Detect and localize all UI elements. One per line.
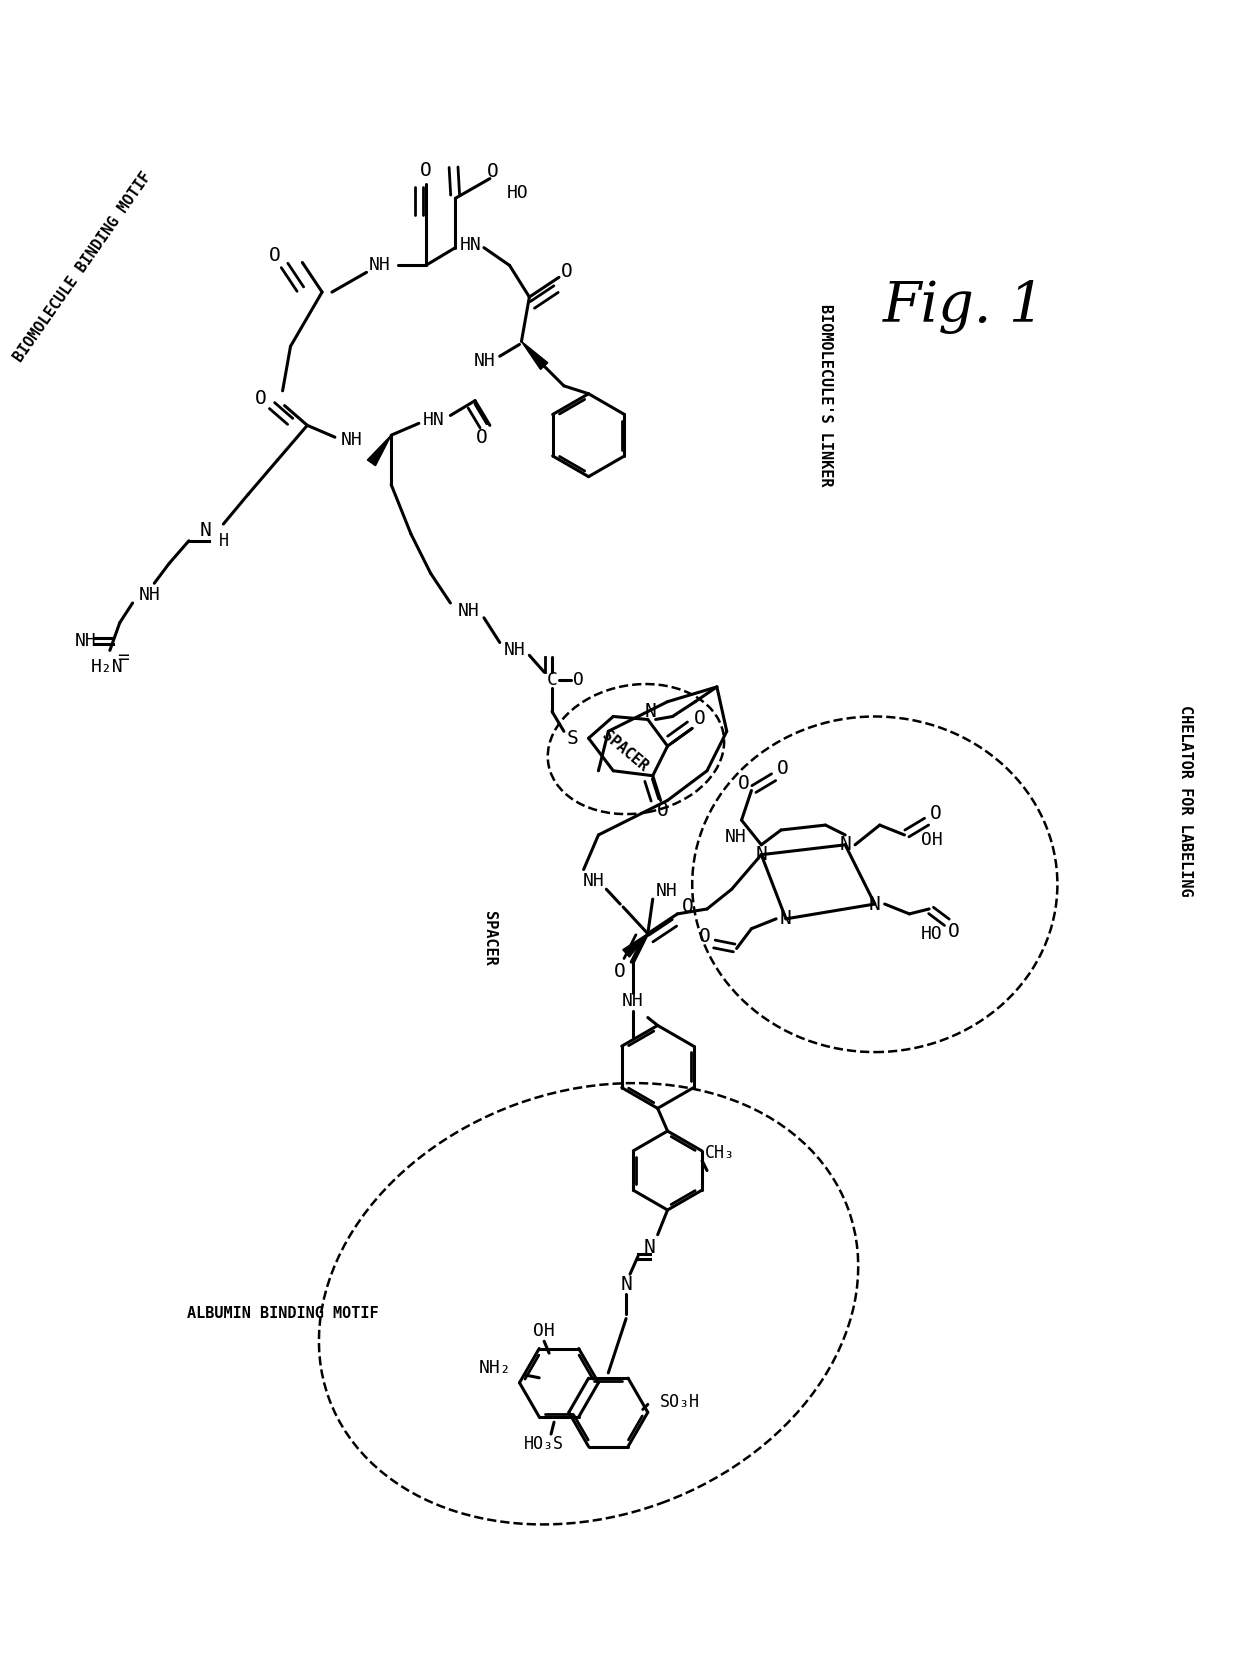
Text: O: O [476,427,487,447]
Text: BIOMOLECULE'S LINKER: BIOMOLECULE'S LINKER [818,304,833,487]
Text: NH: NH [458,601,479,620]
Text: HN: HN [423,412,444,430]
Text: NH: NH [74,631,95,649]
Text: O: O [777,759,789,779]
Text: O: O [657,801,668,821]
Text: O: O [682,897,693,917]
Text: CHELATOR FOR LABELING: CHELATOR FOR LABELING [1178,704,1193,897]
Text: N: N [620,1274,632,1294]
Text: O: O [573,671,584,689]
Text: O: O [269,246,280,266]
Text: O: O [614,962,626,980]
Text: OH: OH [921,830,942,849]
Text: C: C [547,671,558,689]
Text: H₂N: H₂N [91,658,123,676]
Text: N: N [780,909,792,928]
Text: HO: HO [921,925,942,943]
Text: N: N [869,895,880,914]
Text: NH: NH [368,256,391,274]
Text: =: = [117,648,129,666]
Text: CH₃: CH₃ [706,1144,735,1161]
Text: N: N [755,845,768,864]
Polygon shape [622,933,647,957]
Text: HO: HO [507,184,528,203]
Text: O: O [694,709,706,728]
Polygon shape [522,342,548,369]
Text: Fig. 1: Fig. 1 [883,279,1045,334]
Text: NH: NH [724,827,746,845]
Text: O: O [699,927,711,947]
Text: N: N [644,1237,656,1257]
Text: H: H [218,532,228,550]
Polygon shape [367,435,391,465]
Text: SO₃H: SO₃H [660,1394,699,1412]
Text: ALBUMIN BINDING MOTIF: ALBUMIN BINDING MOTIF [187,1306,378,1320]
Text: HO₃S: HO₃S [525,1435,564,1453]
Text: O: O [560,262,573,281]
Text: NH: NH [474,352,496,370]
Text: N: N [839,835,851,854]
Text: O: O [255,389,267,409]
Text: BIOMOLECULE BINDING MOTIF: BIOMOLECULE BINDING MOTIF [11,169,155,365]
Text: HN: HN [459,236,481,254]
Text: NH: NH [656,882,677,900]
Text: NH₂: NH₂ [479,1359,512,1377]
Text: NH: NH [139,586,160,605]
Text: O: O [947,922,960,942]
Text: NH: NH [503,641,526,659]
Text: O: O [487,163,498,181]
Text: O: O [420,161,432,179]
Text: O: O [738,774,749,792]
Text: S: S [567,729,579,747]
Text: SPACER: SPACER [599,728,651,774]
Text: NH: NH [622,992,644,1010]
Text: SPACER: SPACER [482,912,497,967]
Text: N: N [200,522,212,540]
Text: O: O [930,804,942,822]
Text: N: N [645,703,657,721]
Text: OH: OH [533,1322,556,1340]
Text: NH: NH [341,432,362,448]
Text: NH: NH [583,872,604,890]
